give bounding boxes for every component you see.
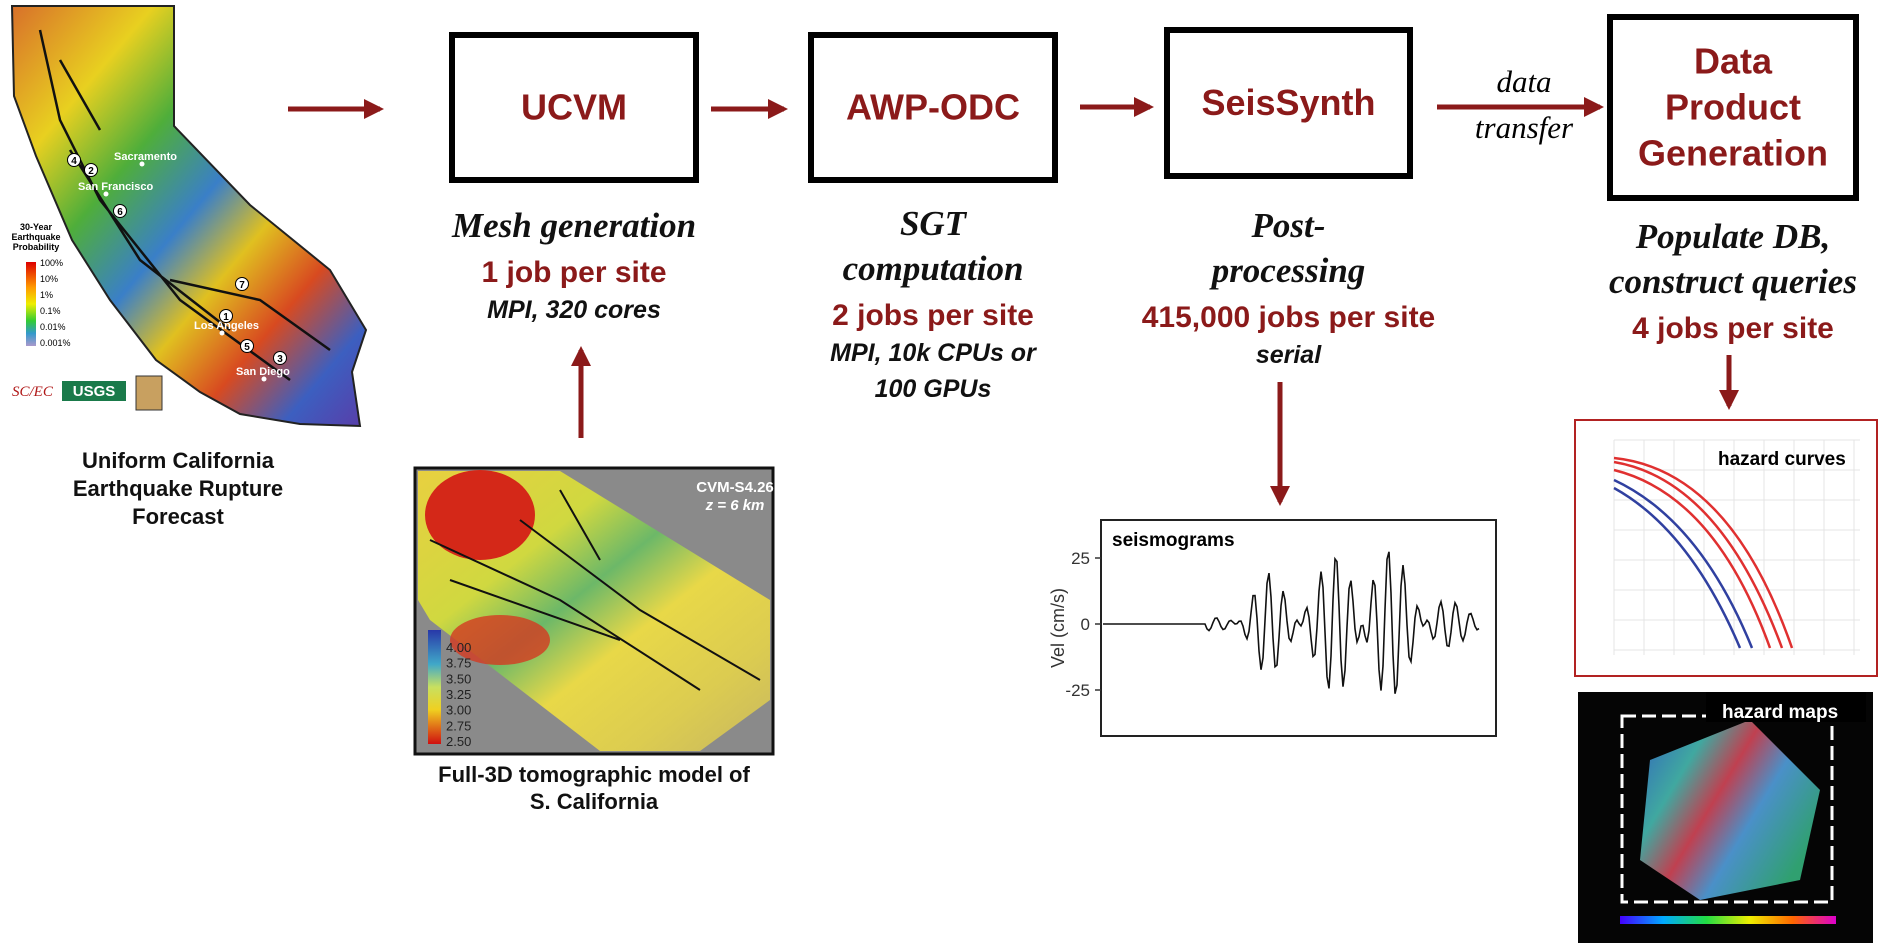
step-detail: serial xyxy=(1256,341,1322,369)
step-description: Mesh generation xyxy=(451,206,696,245)
legend-tick: 0.001% xyxy=(40,338,71,348)
workflow-step: SeisSynth Post-processing 415,000 jobs per… xyxy=(1142,30,1436,369)
city-label: Sacramento xyxy=(114,151,177,163)
marker-label: 4 xyxy=(71,156,77,167)
probability-bar xyxy=(26,262,36,346)
y-tick-label: -25 xyxy=(1065,681,1090,700)
marker-label: 5 xyxy=(244,342,250,353)
marker-label: 3 xyxy=(277,354,283,365)
step-label: UCVM xyxy=(521,87,627,128)
velocity-tick: 3.50 xyxy=(446,671,471,686)
maps-colorbar xyxy=(1620,916,1836,924)
transfer-label: data xyxy=(1496,64,1551,99)
workflow-steps: UCVM Mesh generation 1 job per site MPI, 32… xyxy=(451,17,1857,403)
plot-title: seismograms xyxy=(1112,530,1235,551)
y-tick-label: 0 xyxy=(1081,615,1090,634)
workflow-step: UCVM Mesh generation 1 job per site MPI, 32… xyxy=(451,35,696,324)
marker-label: 6 xyxy=(117,207,123,218)
step-jobs: 1 job per site xyxy=(481,256,666,289)
workflow-step: AWP-ODC SGT computation 2 jobs per site MPI,… xyxy=(811,35,1055,403)
curves-title: hazard curves xyxy=(1718,449,1846,470)
velocity-tick: 2.50 xyxy=(446,734,471,749)
hazard-curves: hazard curves xyxy=(1575,420,1877,676)
velocity-ticks: 4.003.753.503.253.002.752.50 xyxy=(446,640,471,749)
seismogram-plot: seismograms Vel (cm/s) 25 0 -25 xyxy=(1048,520,1496,736)
logo-cgs xyxy=(136,376,162,410)
legend-tick: 100% xyxy=(40,258,63,268)
step-description: processing xyxy=(1209,251,1366,290)
velocity-tick: 3.75 xyxy=(446,656,471,671)
legend-tick: 0.1% xyxy=(40,306,61,316)
forecast-caption-line: Forecast xyxy=(132,504,224,529)
step-detail: MPI, 320 cores xyxy=(487,296,661,324)
model-depth: z = 6 km xyxy=(705,497,765,514)
diagram: 4267153 SacramentoSan FranciscoLos Angel… xyxy=(0,0,1880,943)
model-name: CVM-S4.26 xyxy=(696,479,774,496)
velocity-bar xyxy=(428,630,441,744)
step-description: Populate DB, xyxy=(1635,217,1830,256)
step-label: Product xyxy=(1665,87,1801,128)
velocity-tick: 2.75 xyxy=(446,718,471,733)
step-detail: 100 GPUs xyxy=(875,375,992,403)
workflow-step: Data Product Generation Populate DB, constru… xyxy=(1609,17,1857,345)
step-detail: MPI, 10k CPUs or xyxy=(830,339,1037,367)
legend-title-line: Earthquake xyxy=(11,232,60,242)
step-label: Generation xyxy=(1638,133,1828,174)
transfer-label: transfer xyxy=(1475,110,1574,145)
step-label: AWP-ODC xyxy=(846,87,1020,128)
legend-title-line: Probability xyxy=(13,242,60,252)
city-label: San Diego xyxy=(236,366,290,378)
step-jobs: 4 jobs per site xyxy=(1632,312,1834,345)
y-tick-label: 25 xyxy=(1071,549,1090,568)
step-label: Data xyxy=(1694,41,1773,82)
page: CyberShake workflow {"forecast": {"capti… xyxy=(0,0,1880,943)
legend-tick: 1% xyxy=(40,290,53,300)
marker-label: 7 xyxy=(239,280,245,291)
velocity-tick: 4.00 xyxy=(446,640,471,655)
y-axis-label: Vel (cm/s) xyxy=(1048,588,1068,668)
body: 4267153 SacramentoSan FranciscoLos Angel… xyxy=(0,0,1880,943)
tomography-image: 4.003.753.503.253.002.752.50 CVM-S4.26 z… xyxy=(415,468,774,754)
logo-usgs: USGS xyxy=(73,383,116,400)
forecast-caption-line: Uniform California xyxy=(82,448,275,473)
tomography-caption: Full-3D tomographic model of xyxy=(438,762,750,787)
step-jobs: 2 jobs per site xyxy=(832,299,1034,332)
velocity-tick: 3.00 xyxy=(446,703,471,718)
step-label: SeisSynth xyxy=(1201,82,1375,123)
city-label: Los Angeles xyxy=(194,320,259,332)
velocity-tick: 3.25 xyxy=(446,687,471,702)
forecast-caption-line: Earthquake Rupture xyxy=(73,476,283,501)
tomography-anomaly xyxy=(425,470,535,560)
step-jobs: 415,000 jobs per site xyxy=(1142,301,1436,334)
legend-tick: 0.01% xyxy=(40,322,66,332)
marker-label: 2 xyxy=(88,166,94,177)
maps-title: hazard maps xyxy=(1722,702,1838,723)
step-description: construct queries xyxy=(1609,262,1857,301)
legend-ticks: 100% 10% 1% 0.1% 0.01% 0.001% xyxy=(40,258,71,348)
tomography-caption: S. California xyxy=(530,789,659,814)
step-description: SGT xyxy=(900,204,968,243)
legend-tick: 10% xyxy=(40,274,58,284)
legend-title-line: 30-Year xyxy=(20,222,53,232)
city-label: San Francisco xyxy=(78,181,153,193)
logo-scec: SC/EC xyxy=(12,384,54,400)
y-ticks: 25 0 -25 xyxy=(1065,549,1101,700)
hazard-maps: hazard maps xyxy=(1578,692,1873,943)
forecast-caption: Uniform California Earthquake Rupture Fore… xyxy=(73,448,283,529)
step-description: computation xyxy=(843,249,1024,288)
step-description: Post- xyxy=(1251,206,1326,245)
